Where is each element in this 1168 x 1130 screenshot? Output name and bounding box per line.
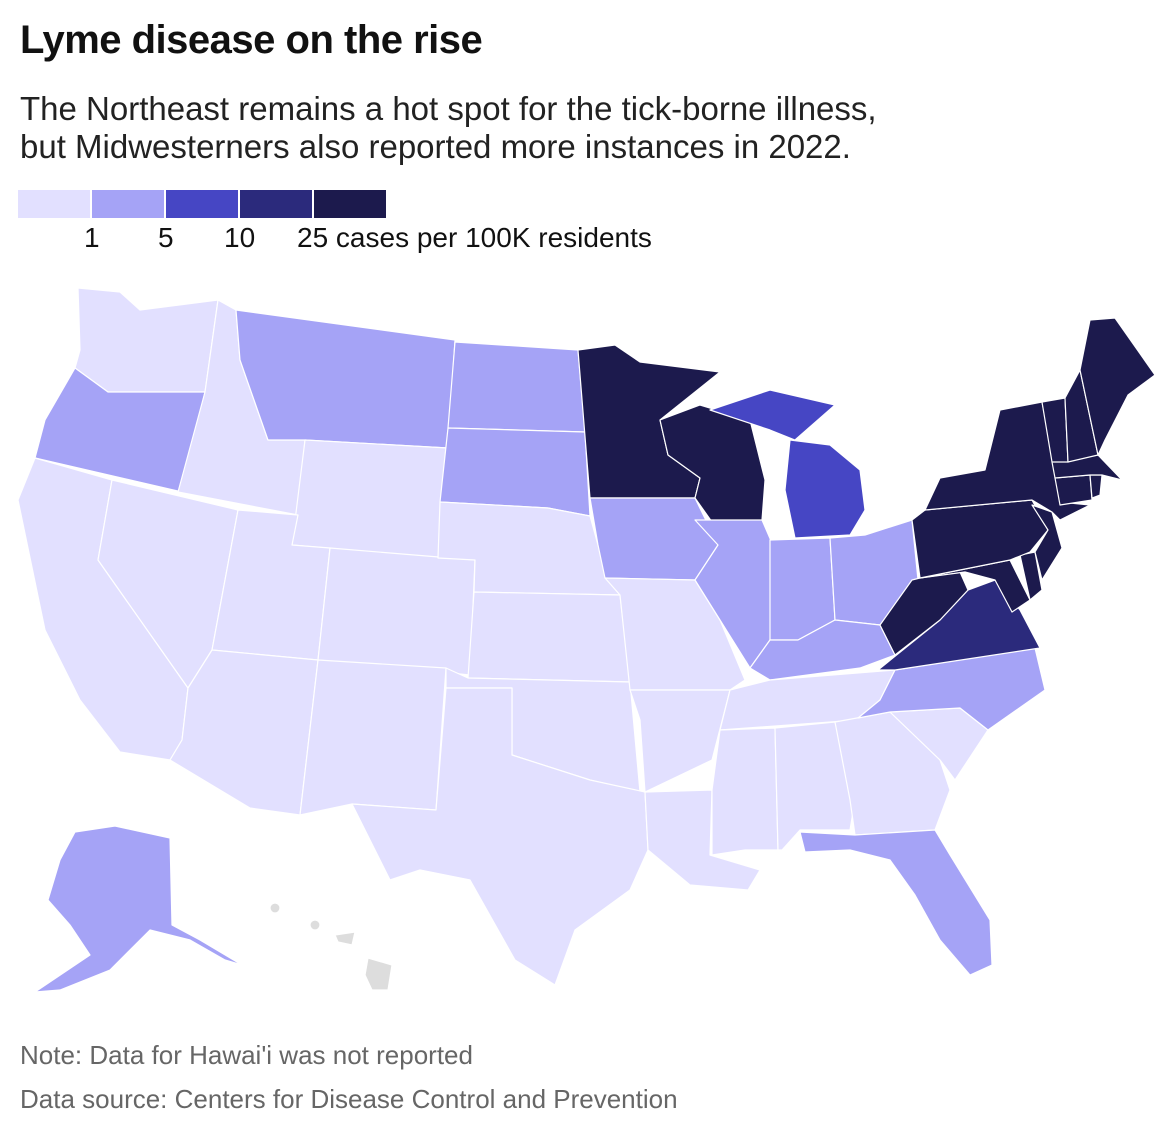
state-new-mexico[interactable] — [299, 659, 447, 816]
legend-swatch-bin-2 — [92, 190, 164, 218]
state-hawaii[interactable] — [269, 902, 393, 991]
state-washington[interactable] — [74, 287, 219, 393]
legend-tick-1: 1 — [84, 222, 100, 253]
state-colorado[interactable] — [317, 547, 476, 676]
legend-swatch-bin-5 — [314, 190, 386, 218]
state-arkansas[interactable] — [629, 689, 731, 793]
legend-tick-5: 5 — [158, 222, 174, 253]
legend-tick-25: 25 cases per 100K residents — [297, 222, 652, 253]
state-alaska[interactable] — [34, 825, 243, 993]
legend-swatch-bin-4 — [240, 190, 312, 218]
chart-subtitle: The Northeast remains a hot spot for the… — [20, 90, 1120, 166]
state-rhode-island[interactable] — [1089, 474, 1103, 499]
legend-swatches — [18, 190, 388, 218]
chart-title: Lyme disease on the rise — [20, 18, 483, 62]
state-delaware[interactable] — [1019, 551, 1043, 601]
chart-source: Data source: Centers for Disease Control… — [20, 1084, 678, 1114]
state-mississippi[interactable] — [711, 727, 779, 856]
legend-tick-10: 10 — [224, 222, 256, 253]
subtitle-line-2: but Midwesterners also reported more ins… — [20, 128, 851, 165]
state-connecticut[interactable] — [1054, 474, 1093, 506]
state-florida[interactable] — [799, 829, 993, 976]
state-north-dakota[interactable] — [447, 341, 586, 433]
legend-swatch-bin-3 — [166, 190, 238, 218]
state-west-virginia[interactable] — [879, 571, 969, 656]
hawaii-island-kauai — [269, 902, 281, 914]
state-texas[interactable] — [351, 687, 649, 986]
hawaii-island-oahu — [309, 919, 321, 931]
state-maine[interactable] — [1079, 317, 1156, 456]
hawaii-island-big-island — [364, 957, 393, 991]
state-michigan[interactable] — [709, 389, 866, 539]
state-montana[interactable] — [235, 309, 456, 449]
hawaii-island-maui — [334, 931, 356, 946]
chart-note: Note: Data for Hawai'i was not reported — [20, 1040, 473, 1070]
legend-swatch-bin-1 — [18, 190, 90, 218]
state-iowa[interactable] — [589, 497, 719, 581]
state-wyoming[interactable] — [291, 439, 449, 559]
subtitle-line-1: The Northeast remains a hot spot for the… — [20, 90, 877, 127]
us-choropleth-map — [17, 287, 1156, 993]
state-kansas[interactable] — [467, 591, 631, 683]
